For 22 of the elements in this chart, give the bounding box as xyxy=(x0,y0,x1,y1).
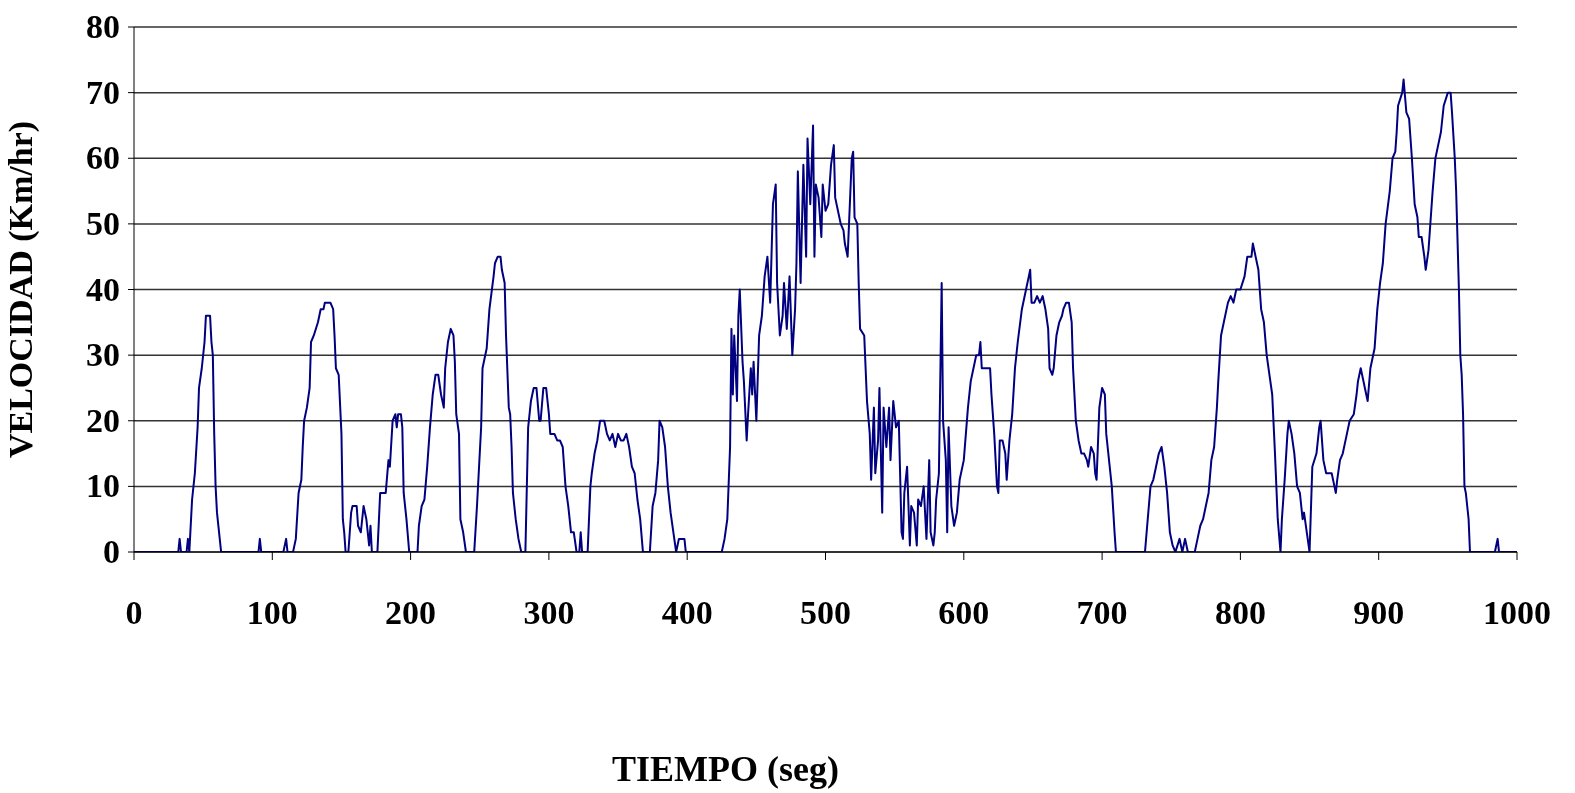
x-tick-label: 0 xyxy=(125,594,143,631)
x-tick-label: 700 xyxy=(1076,594,1128,631)
x-tick-label: 500 xyxy=(800,594,851,631)
y-tick-label: 20 xyxy=(86,401,120,439)
x-tick-label: 300 xyxy=(523,594,575,631)
x-axis-title: TIEMPO (seg) xyxy=(612,749,839,789)
y-tick-label: 50 xyxy=(86,204,120,242)
y-axis-title: VELOCIDAD (Km/hr) xyxy=(2,120,41,459)
x-tick-label: 800 xyxy=(1214,594,1266,631)
x-tick-label: 200 xyxy=(385,594,437,631)
x-tick-label: 1000 xyxy=(1483,594,1551,631)
x-tick-label: 600 xyxy=(938,594,990,631)
x-tick-label: 100 xyxy=(246,594,298,631)
y-tick-label: 70 xyxy=(86,73,120,111)
y-tick-label: 80 xyxy=(86,8,120,45)
y-tick-label: 40 xyxy=(86,270,120,308)
x-tick-label: 900 xyxy=(1353,594,1405,631)
y-tick-label: 0 xyxy=(103,533,120,570)
x-tick-label: 400 xyxy=(661,594,713,631)
y-tick-label: 30 xyxy=(86,336,120,374)
y-tick-label: 10 xyxy=(86,467,120,505)
y-tick-label: 60 xyxy=(86,139,120,177)
